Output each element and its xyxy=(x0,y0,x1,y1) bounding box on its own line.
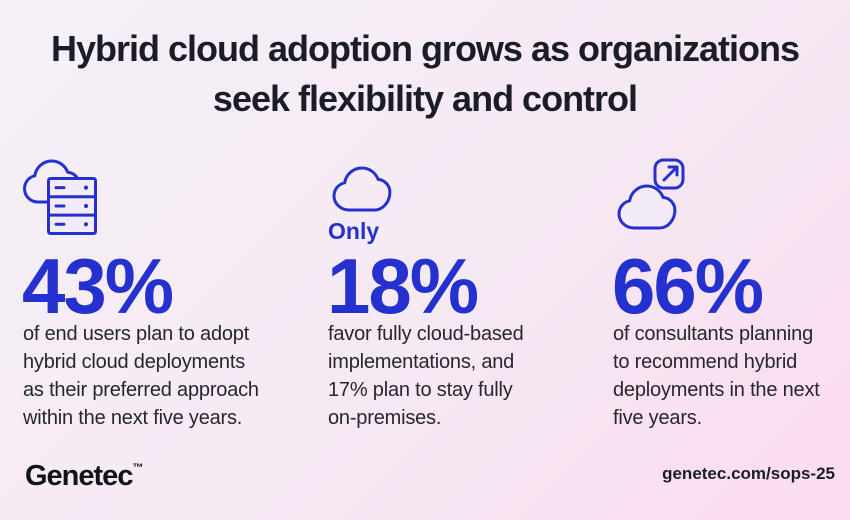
stat-description: favor fully cloud-based implementations,… xyxy=(328,320,524,432)
description-line: within the next five years. xyxy=(23,407,243,429)
trademark-symbol: ™ xyxy=(132,462,144,474)
description-line: on-premises. xyxy=(328,407,442,429)
description-line: hybrid cloud deployments xyxy=(23,351,245,373)
cloud-arrow-icon xyxy=(608,156,692,237)
stat-value: 43% xyxy=(22,242,174,330)
description-line: five years. xyxy=(613,407,702,429)
stat-value: 66% xyxy=(612,242,764,330)
description-line: favor fully cloud-based xyxy=(328,323,524,345)
description-line: of end users plan to adopt xyxy=(23,323,250,345)
brand-wordmark: Genetec xyxy=(25,460,133,492)
stat-description: of consultants planning to recommend hyb… xyxy=(613,320,820,432)
stat-description: of end users plan to adopt hybrid cloud … xyxy=(23,320,259,432)
title-line-2: seek flexibility and control xyxy=(212,78,638,119)
description-line: to recommend hybrid xyxy=(613,351,798,373)
stat-value: 18% xyxy=(327,242,479,330)
description-line: deployments in the next xyxy=(613,379,820,401)
cloud-icon xyxy=(330,164,394,219)
description-line: as their preferred approach xyxy=(23,379,259,401)
cloud-server-icon xyxy=(22,152,98,241)
page-title: Hybrid cloud adoption grows as organizat… xyxy=(0,24,850,124)
description-line: 17% plan to stay fully xyxy=(328,379,513,401)
description-line: of consultants planning xyxy=(613,323,813,345)
description-line: implementations, and xyxy=(328,351,515,373)
footer-url: genetec.com/sops-25 xyxy=(662,464,835,483)
genetec-logo: Genetec™ xyxy=(25,453,143,491)
stat-prefix-label: Only xyxy=(328,218,380,244)
title-line-1: Hybrid cloud adoption grows as organizat… xyxy=(50,28,800,69)
